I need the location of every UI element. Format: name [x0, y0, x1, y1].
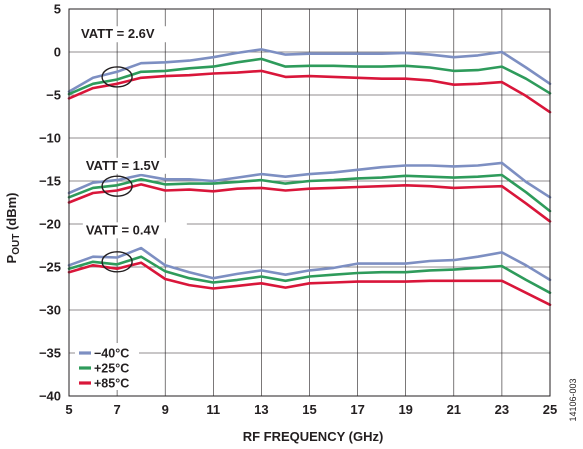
x-tick-label: 9 — [162, 402, 169, 417]
series-line — [67, 48, 552, 93]
annotation-label-background — [78, 26, 183, 43]
legend-label: −40°C — [94, 347, 129, 361]
annotation-circles — [101, 66, 133, 273]
y-tick-label: −35 — [39, 346, 61, 361]
x-tick-label: 23 — [495, 402, 509, 417]
y-tick-label: −5 — [46, 88, 61, 103]
y-tick-label: −30 — [39, 303, 61, 318]
annotation-label-background — [82, 157, 187, 174]
legend-label: +25°C — [94, 362, 129, 376]
legend: −40°C+25°C+85°C — [75, 343, 139, 391]
annotation-label: VATT = 2.6V — [81, 26, 155, 41]
x-tick-labels: 5 7 9 11 13 15 17 19 21 23 25 — [65, 402, 557, 417]
series-line — [67, 69, 552, 114]
y-axis-title-main: P — [4, 254, 19, 263]
y-axis-title-subscript: OUT — [11, 234, 22, 255]
y-tick-label: 0 — [54, 45, 61, 60]
series-line — [67, 246, 552, 282]
y-tick-labels: 5 0 −5 −10 −15 −20 −25 −30 −35 −40 — [39, 2, 61, 404]
y-tick-label: −40 — [39, 389, 61, 404]
y-axis-title-unit: (dBm) — [4, 193, 19, 234]
series-line — [67, 255, 552, 295]
x-tick-label: 25 — [543, 402, 557, 417]
x-tick-label: 19 — [398, 402, 412, 417]
plot-frame — [68, 8, 551, 397]
annotation-circle — [101, 66, 133, 88]
annotation-label: VATT = 0.4V — [86, 222, 160, 237]
x-tick-label: 21 — [447, 402, 461, 417]
x-tick-label: 11 — [206, 402, 220, 417]
series-line — [67, 183, 552, 223]
annotation-label: VATT = 1.5V — [86, 158, 160, 173]
x-axis-title: RF FREQUENCY (GHz) — [243, 429, 384, 444]
series-lines — [67, 48, 552, 307]
x-tick-label: 7 — [113, 402, 120, 417]
annotation-label-background — [82, 222, 187, 239]
series-line — [67, 161, 552, 199]
annotation-circle — [101, 175, 133, 197]
y-tick-label: 5 — [54, 2, 61, 17]
y-tick-label: −20 — [39, 217, 61, 232]
annotation-circle — [101, 251, 133, 273]
series-line — [67, 57, 552, 96]
x-tick-label: 15 — [302, 402, 316, 417]
series-line — [67, 173, 552, 213]
y-tick-label: −15 — [39, 174, 61, 189]
series-line — [67, 261, 552, 307]
x-tick-label: 17 — [350, 402, 364, 417]
y-tick-label: −10 — [39, 131, 61, 146]
y-tick-label: −25 — [39, 260, 61, 275]
x-tick-label: 5 — [65, 402, 72, 417]
figure-id: 14106-003 — [568, 378, 578, 421]
y-axis-title: POUT (dBm) — [4, 193, 22, 264]
annotation-labels: VATT = 2.6V VATT = 1.5V VATT = 0.4V — [78, 26, 187, 239]
legend-label: +85°C — [94, 377, 129, 391]
x-tick-label: 13 — [254, 402, 268, 417]
